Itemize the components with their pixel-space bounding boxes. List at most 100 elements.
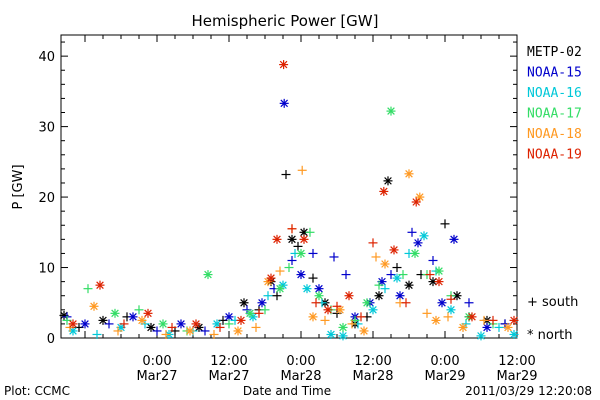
x-axis: 0:00Mar2712:00Mar270:00Mar2812:00Mar280:… bbox=[84, 35, 538, 384]
point-stroke bbox=[280, 99, 288, 108]
plus-point bbox=[161, 329, 171, 339]
star-point bbox=[275, 284, 285, 294]
point-stroke bbox=[324, 306, 332, 314]
plot-frame bbox=[60, 34, 518, 339]
legend-entry: NOAA-15 bbox=[527, 66, 582, 81]
point-stroke bbox=[177, 320, 185, 328]
point-stroke bbox=[297, 249, 305, 258]
star-point bbox=[380, 259, 390, 269]
point-stroke bbox=[267, 274, 275, 282]
star-point bbox=[233, 326, 243, 336]
star-point bbox=[379, 186, 389, 196]
point-stroke bbox=[81, 320, 89, 328]
plus-point bbox=[297, 165, 307, 175]
point-stroke bbox=[378, 277, 386, 286]
plus-point bbox=[260, 305, 270, 315]
legend-entry: NOAA-17 bbox=[527, 107, 582, 122]
star-point bbox=[386, 106, 396, 116]
star-point bbox=[203, 270, 213, 280]
star-point bbox=[68, 319, 78, 329]
point-stroke bbox=[258, 298, 266, 307]
star-point bbox=[482, 322, 492, 332]
point-stroke bbox=[468, 313, 476, 321]
star-point bbox=[158, 319, 168, 329]
point-stroke bbox=[380, 187, 388, 196]
star-point bbox=[374, 291, 384, 301]
y-tick-label: 20 bbox=[38, 191, 55, 206]
star-point bbox=[359, 326, 369, 336]
star-point bbox=[279, 98, 289, 108]
star-point bbox=[146, 322, 156, 332]
plus-point bbox=[308, 248, 318, 258]
point-stroke bbox=[300, 228, 308, 237]
point-stroke bbox=[240, 298, 248, 307]
point-stroke bbox=[483, 323, 491, 332]
star-point bbox=[404, 169, 414, 179]
star-point bbox=[338, 322, 348, 332]
star-point bbox=[431, 315, 441, 325]
x-tick-label: 12:00 bbox=[498, 354, 535, 369]
point-stroke bbox=[60, 311, 68, 320]
plus-point bbox=[488, 315, 498, 325]
plus-point bbox=[332, 301, 342, 311]
star-point bbox=[446, 305, 456, 315]
x-tick-label: 12:00 bbox=[210, 354, 247, 369]
plus-point bbox=[272, 291, 282, 301]
point-stroke bbox=[477, 332, 485, 340]
plus-point bbox=[254, 308, 264, 318]
star-point bbox=[299, 234, 309, 244]
point-stroke bbox=[129, 313, 137, 321]
star-point bbox=[434, 277, 444, 287]
point-stroke bbox=[138, 316, 146, 325]
plus-point bbox=[428, 255, 438, 265]
plus-point bbox=[371, 252, 381, 262]
point-stroke bbox=[303, 284, 311, 293]
plus-point bbox=[380, 284, 390, 294]
point-stroke bbox=[69, 320, 77, 328]
plus-point bbox=[305, 227, 315, 237]
plus-point bbox=[284, 263, 294, 273]
point-stroke bbox=[159, 320, 167, 328]
star-point bbox=[239, 298, 249, 308]
star-point bbox=[467, 312, 477, 322]
star-point bbox=[458, 322, 468, 332]
star-point bbox=[404, 280, 414, 290]
point-stroke bbox=[375, 291, 383, 300]
point-stroke bbox=[412, 198, 420, 206]
point-stroke bbox=[96, 281, 104, 289]
legend-entry: METP-02 bbox=[527, 45, 582, 60]
point-stroke bbox=[432, 316, 440, 325]
point-stroke bbox=[510, 330, 518, 339]
star-point bbox=[185, 326, 195, 336]
point-stroke bbox=[327, 330, 335, 339]
point-stroke bbox=[369, 306, 377, 314]
point-stroke bbox=[90, 302, 98, 311]
star-point bbox=[95, 280, 105, 290]
plus-point bbox=[293, 241, 303, 251]
x-tick-date-label: Mar27 bbox=[136, 369, 177, 384]
point-stroke bbox=[435, 267, 443, 275]
plus-point bbox=[401, 298, 411, 308]
x-axis-label: Date and Time bbox=[243, 384, 331, 398]
point-stroke bbox=[213, 320, 221, 328]
point-stroke bbox=[504, 323, 512, 332]
plus-point bbox=[113, 326, 123, 336]
star-point bbox=[266, 273, 276, 283]
plus-point bbox=[347, 319, 357, 329]
plus-point bbox=[407, 227, 417, 237]
x-tick-label: 0:00 bbox=[430, 354, 459, 369]
plus-point bbox=[119, 319, 129, 329]
point-stroke bbox=[99, 316, 107, 325]
point-stroke bbox=[387, 107, 395, 115]
star-point bbox=[279, 60, 289, 70]
star-point bbox=[176, 319, 186, 329]
star-point bbox=[89, 301, 99, 311]
point-stroke bbox=[381, 260, 389, 268]
plus-point bbox=[224, 319, 234, 329]
plus-point bbox=[152, 326, 162, 336]
star-point bbox=[410, 248, 420, 258]
point-stroke bbox=[416, 193, 424, 201]
point-stroke bbox=[225, 313, 233, 321]
plus-point bbox=[398, 270, 408, 280]
point-stroke bbox=[288, 235, 296, 244]
